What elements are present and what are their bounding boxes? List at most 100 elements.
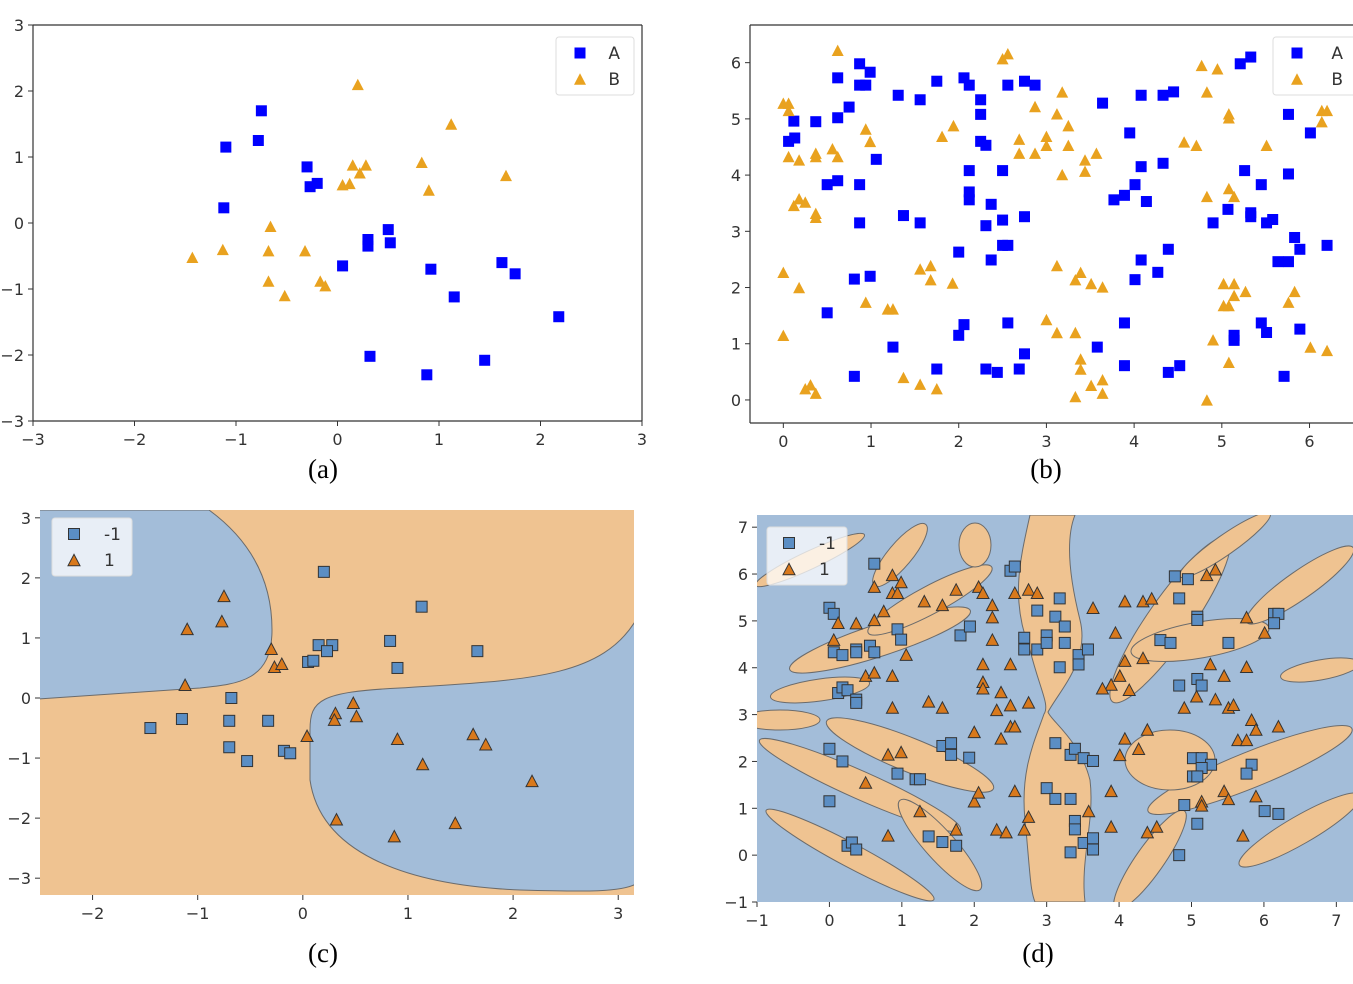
data-point-triangle (1074, 266, 1087, 279)
data-point-square (255, 105, 267, 117)
data-point-square (311, 177, 323, 189)
data-point-square (843, 101, 855, 113)
data-point-square (1195, 679, 1208, 692)
data-point-triangle (793, 193, 806, 205)
data-point-square (991, 366, 1003, 378)
data-point-triangle (1001, 47, 1014, 60)
data-point-triangle (387, 829, 402, 843)
data-point-square (891, 767, 904, 780)
legend-square-icon (1291, 47, 1303, 59)
data-point-triangle (967, 725, 982, 739)
data-point-triangle (947, 119, 960, 132)
data-point-square (448, 291, 460, 303)
data-point-triangle (826, 632, 841, 646)
data-point-square (1228, 334, 1240, 346)
legend-label: 1 (819, 560, 830, 580)
legend-triangle-icon (782, 562, 796, 576)
series-B (777, 44, 1334, 406)
data-point-square (789, 132, 801, 144)
data-point-triangle (1239, 733, 1254, 747)
data-point-square (1031, 643, 1044, 656)
data-point-square (1162, 366, 1174, 378)
data-point-triangle (1003, 698, 1018, 712)
data-point-triangle (1131, 742, 1146, 755)
data-point-triangle (831, 615, 845, 629)
data-point-square (953, 246, 965, 258)
data-point-triangle (343, 177, 356, 190)
data-point-square (848, 273, 860, 285)
data-point-triangle (1200, 86, 1213, 98)
y-tick-label: 1 (21, 629, 31, 648)
data-point-triangle (1228, 277, 1241, 290)
data-point-triangle (1021, 582, 1036, 596)
data-point-square (317, 565, 330, 578)
data-point-triangle (1195, 59, 1208, 72)
data-point-square (1040, 636, 1053, 649)
data-point-square (1157, 157, 1169, 169)
data-point-triangle (994, 685, 1008, 699)
data-point-triangle (1086, 600, 1100, 614)
data-point-square (1018, 348, 1030, 360)
data-point-triangle (1239, 610, 1254, 624)
series-1 (826, 562, 1286, 842)
data-point-square (958, 72, 970, 84)
data-point-triangle (914, 378, 927, 390)
data-point-triangle (1236, 828, 1250, 842)
data-point-square (1304, 127, 1316, 139)
panel-d-legend: -11 (766, 526, 848, 586)
data-point-square (914, 94, 926, 106)
region-orange (757, 709, 821, 731)
data-point-triangle (390, 732, 405, 746)
data-point-square (1261, 217, 1273, 229)
data-point-triangle (831, 150, 844, 163)
data-point-triangle (1217, 668, 1231, 682)
x-tick-label: 5 (1186, 911, 1196, 930)
data-point-triangle (178, 678, 192, 691)
data-point-triangle (881, 747, 895, 761)
data-point-square (895, 633, 908, 646)
data-point-square (1124, 127, 1136, 139)
data-point-square (841, 684, 854, 697)
data-point-triangle (787, 199, 800, 212)
data-point-square (1267, 214, 1279, 226)
data-point-triangle (1029, 147, 1042, 159)
y-tick-label: 3 (21, 509, 31, 528)
data-point-square (870, 153, 882, 165)
data-point-triangle (989, 703, 1004, 717)
data-point-triangle (971, 785, 986, 799)
data-point-square (1049, 737, 1062, 750)
data-point-triangle (924, 273, 937, 286)
data-point-square (1058, 620, 1071, 633)
data-point-triangle (278, 289, 291, 302)
data-point-square (850, 696, 863, 709)
data-point-square (931, 363, 943, 375)
data-point-square (1129, 274, 1141, 286)
data-point-square (980, 139, 992, 151)
data-point-square (963, 194, 975, 206)
data-point-triangle (466, 727, 480, 741)
data-point-square (496, 257, 508, 269)
data-point-square (1255, 317, 1267, 329)
data-point-triangle (1140, 722, 1155, 736)
data-point-square (1222, 636, 1235, 649)
data-point-square (1018, 75, 1030, 87)
data-point-triangle (867, 665, 882, 679)
data-point-triangle (1217, 784, 1231, 798)
data-point-square (868, 557, 881, 570)
x-tick-label: 2 (508, 904, 518, 923)
data-point-triangle (1029, 100, 1042, 113)
data-point-triangle (1288, 285, 1301, 298)
data-point-square (1118, 360, 1130, 372)
data-point-square (864, 270, 876, 282)
data-point-square (144, 722, 157, 735)
data-point-square (1239, 165, 1251, 177)
data-point-square (262, 714, 275, 727)
data-point-square (821, 307, 833, 319)
data-point-square (421, 369, 433, 381)
data-point-triangle (422, 184, 435, 196)
x-tick-label: 0 (778, 432, 788, 451)
data-point-square (850, 843, 863, 856)
data-point-square (1255, 179, 1267, 191)
data-point-square (1174, 360, 1186, 372)
